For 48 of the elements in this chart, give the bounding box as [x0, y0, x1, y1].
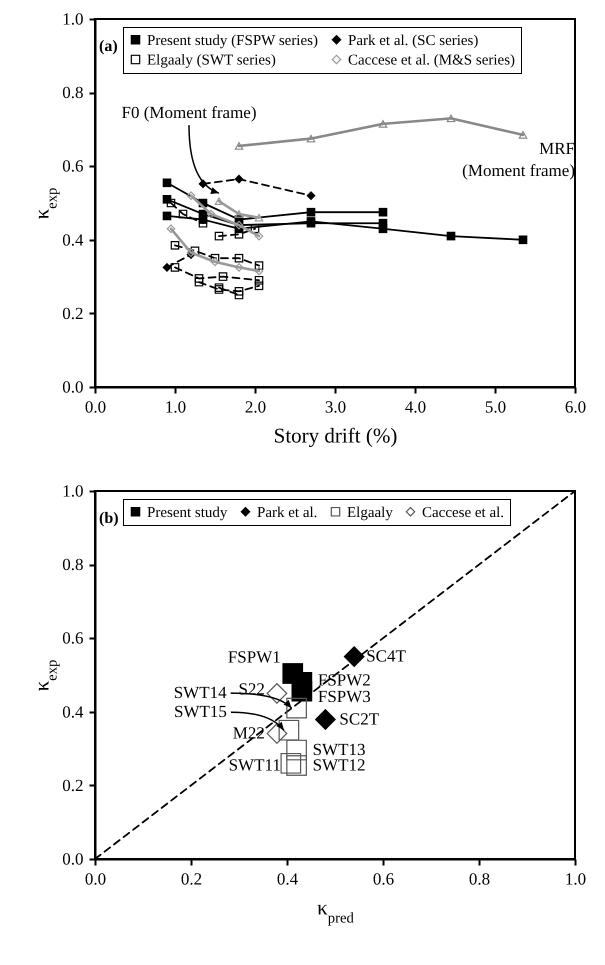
- y-tick-label: 0.6: [62, 156, 84, 176]
- x-axis-title: κ$_{pred}$: [317, 896, 354, 926]
- x-tick-label: 1.0: [564, 870, 586, 888]
- legend-label: Elgaaly: [347, 504, 394, 521]
- legend-label: Park et al.: [257, 504, 318, 521]
- x-tick-label: 2.0: [244, 398, 266, 416]
- annotation: FSPW1: [228, 648, 281, 667]
- legend-label: Present study: [147, 504, 228, 521]
- annotation: F0 (Moment frame): [121, 103, 257, 122]
- annotation: M22: [232, 724, 265, 743]
- annotation: SWT11: [228, 755, 281, 774]
- annotation: FSPW2: [318, 670, 371, 690]
- legend-label: Elgaaly (SWT series): [147, 52, 276, 68]
- x-tick-label: 0.8: [468, 870, 490, 888]
- y-tick-label: 0.8: [62, 83, 84, 102]
- x-tick-label: 0.6: [372, 870, 394, 888]
- y-tick-label: 0.0: [62, 850, 84, 868]
- legend-label: Park et al. (SC series): [348, 32, 478, 49]
- y-tick-label: 0.2: [62, 776, 84, 795]
- x-tick-label: 0.0: [84, 398, 106, 416]
- x-tick-label: 6.0: [564, 398, 586, 416]
- y-tick-label: 0.4: [62, 702, 84, 722]
- annotation: MRF (Moment frame): [462, 138, 575, 180]
- annotation: SC2T: [339, 710, 380, 729]
- y-tick-label: 0.6: [62, 628, 84, 648]
- annotation: SC4T: [366, 646, 406, 666]
- y-tick-label: 0.0: [62, 378, 84, 396]
- y-tick-label: 0.2: [62, 304, 84, 323]
- x-tick-label: 0.2: [180, 870, 202, 888]
- annotation: (b): [99, 510, 119, 527]
- x-tick-label: 0.0: [84, 870, 106, 888]
- legend-label: Caccese et al.: [422, 504, 504, 521]
- annotation: SWT15: [174, 702, 227, 722]
- x-tick-label: 1.0: [164, 398, 186, 416]
- annotation: FSPW3: [318, 687, 371, 706]
- y-tick-label: 0.4: [62, 230, 84, 250]
- x-axis-title: Story drift (%): [274, 424, 398, 448]
- y-tick-label: 1.0: [62, 10, 84, 28]
- x-tick-label: 4.0: [404, 398, 426, 416]
- y-tick-label: 1.0: [62, 482, 84, 500]
- x-tick-label: 5.0: [484, 398, 506, 416]
- legend-label: Caccese et al. (M&S series): [348, 52, 516, 68]
- annotation: SWT14: [174, 683, 228, 702]
- legend-label: Present study (FSPW series): [147, 32, 318, 49]
- y-tick-label: 0.8: [62, 555, 84, 574]
- annotation: (a): [99, 38, 118, 55]
- x-tick-label: 0.4: [276, 870, 299, 888]
- x-tick-label: 3.0: [324, 398, 346, 416]
